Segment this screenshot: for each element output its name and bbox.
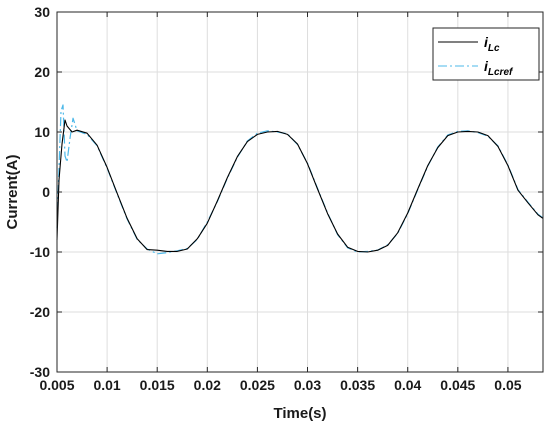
axis-ticks [56, 11, 543, 373]
x-tick-label: 0.01 [93, 377, 120, 393]
x-axis-label: Time(s) [273, 405, 326, 422]
y-tick-label: -10 [30, 244, 50, 260]
y-tick-label: 30 [34, 4, 50, 20]
legend-box [432, 27, 540, 81]
y-tick-label: -20 [30, 304, 50, 320]
x-tick-label: 0.02 [194, 377, 221, 393]
x-tick-label: 0.015 [140, 377, 175, 393]
x-tick-label: 0.04 [394, 377, 421, 393]
legend-label-ilc: iLc [484, 34, 500, 54]
y-tick-label: 20 [34, 64, 50, 80]
y-tick-label: 10 [34, 124, 50, 140]
y-tick-label: -30 [30, 364, 50, 380]
series-layer [56, 104, 544, 255]
y-axis-label: Current(A) [4, 155, 21, 230]
legend-label-ilcref: iLcref [484, 58, 514, 78]
y-tick-label: 0 [42, 184, 50, 200]
x-tick-label: 0.025 [240, 377, 275, 393]
legend: iLc iLcref [432, 27, 540, 81]
x-tick-label: 0.045 [440, 377, 475, 393]
series-line-ilc [56, 119, 544, 253]
x-tick-label: 0.035 [340, 377, 375, 393]
tick-labels: 0.005 0.01 0.015 0.02 0.025 0.03 0.035 0.04 0.04… [30, 4, 522, 393]
x-tick-label: 0.005 [39, 377, 74, 393]
x-tick-label: 0.05 [494, 377, 521, 393]
x-tick-label: 0.03 [294, 377, 321, 393]
